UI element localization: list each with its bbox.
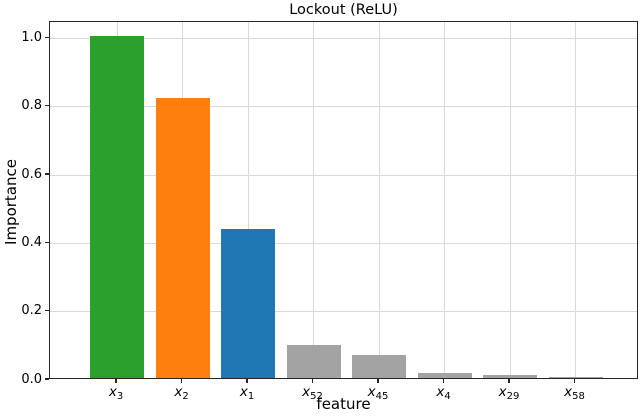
x-tick-subscript: 58 — [572, 390, 585, 402]
bar-x1 — [221, 229, 275, 378]
x-tick-variable: x — [367, 384, 376, 400]
x-tick-subscript: 3 — [116, 390, 124, 402]
x-tick-label: x58 — [545, 384, 605, 402]
gridline-vertical — [313, 22, 314, 378]
x-tick-subscript: 2 — [182, 390, 189, 402]
x-tick-label: x45 — [348, 384, 408, 402]
x-tick-mark — [180, 379, 183, 383]
bar-x58 — [548, 377, 603, 378]
x-tick-mark — [377, 379, 379, 383]
y-tick-mark — [45, 104, 49, 107]
bar-x2 — [155, 97, 210, 378]
x-tick-label: x29 — [479, 384, 539, 402]
x-tick-variable: x — [498, 384, 507, 400]
y-axis-label: Importance — [2, 158, 20, 245]
x-tick-variable: x — [239, 384, 248, 400]
x-tick-label: x52 — [283, 384, 343, 402]
x-tick-variable: x — [436, 384, 445, 400]
x-tick-label: x3 — [86, 384, 146, 402]
x-tick-subscript: 29 — [506, 390, 520, 402]
plot-area — [49, 21, 638, 379]
x-tick-variable: x — [108, 384, 117, 400]
gridline-horizontal — [50, 37, 637, 39]
gridline-vertical — [575, 22, 576, 378]
x-tick-mark — [508, 379, 510, 383]
x-tick-label: x2 — [152, 384, 212, 402]
gridline-horizontal — [50, 311, 637, 313]
y-tick-mark — [45, 378, 49, 380]
x-tick-mark — [573, 379, 576, 383]
x-axis-label: feature — [316, 395, 371, 413]
x-tick-subscript: 4 — [444, 390, 451, 402]
gridline-vertical — [378, 22, 380, 378]
gridline-horizontal — [50, 242, 637, 244]
x-tick-mark — [115, 379, 117, 383]
gridline-horizontal — [50, 174, 637, 176]
y-tick-label: 0.4 — [21, 234, 42, 250]
y-tick-label: 0.0 — [21, 371, 42, 387]
y-tick-mark — [45, 173, 49, 175]
chart-title: Lockout (ReLU) — [289, 2, 398, 18]
x-tick-variable: x — [564, 384, 573, 400]
y-tick-mark — [45, 241, 49, 244]
x-tick-subscript: 45 — [375, 390, 389, 402]
x-tick-label: x4 — [414, 384, 474, 402]
x-tick-subscript: 52 — [310, 390, 323, 402]
y-tick-label: 0.8 — [21, 98, 42, 114]
x-tick-mark — [246, 379, 248, 383]
gridline-horizontal — [50, 106, 637, 108]
x-tick-mark — [442, 379, 445, 383]
bar-x4 — [417, 372, 472, 378]
y-tick-label: 0.2 — [21, 303, 42, 319]
x-tick-mark — [311, 379, 314, 383]
x-tick-variable: x — [174, 384, 183, 400]
gridline-vertical — [509, 22, 511, 378]
x-tick-subscript: 1 — [247, 390, 255, 402]
gridline-vertical — [247, 22, 249, 378]
bar-x45 — [352, 354, 406, 378]
y-tick-label: 1.0 — [21, 29, 42, 45]
x-tick-variable: x — [302, 384, 311, 400]
gridline-vertical — [444, 22, 445, 378]
y-tick-mark — [45, 309, 49, 312]
y-tick-mark — [45, 36, 49, 39]
x-tick-label: x1 — [217, 384, 277, 402]
bar-x29 — [483, 375, 537, 378]
bar-x52 — [286, 344, 341, 378]
bar-x3 — [90, 36, 144, 378]
y-tick-label: 0.6 — [21, 166, 42, 182]
